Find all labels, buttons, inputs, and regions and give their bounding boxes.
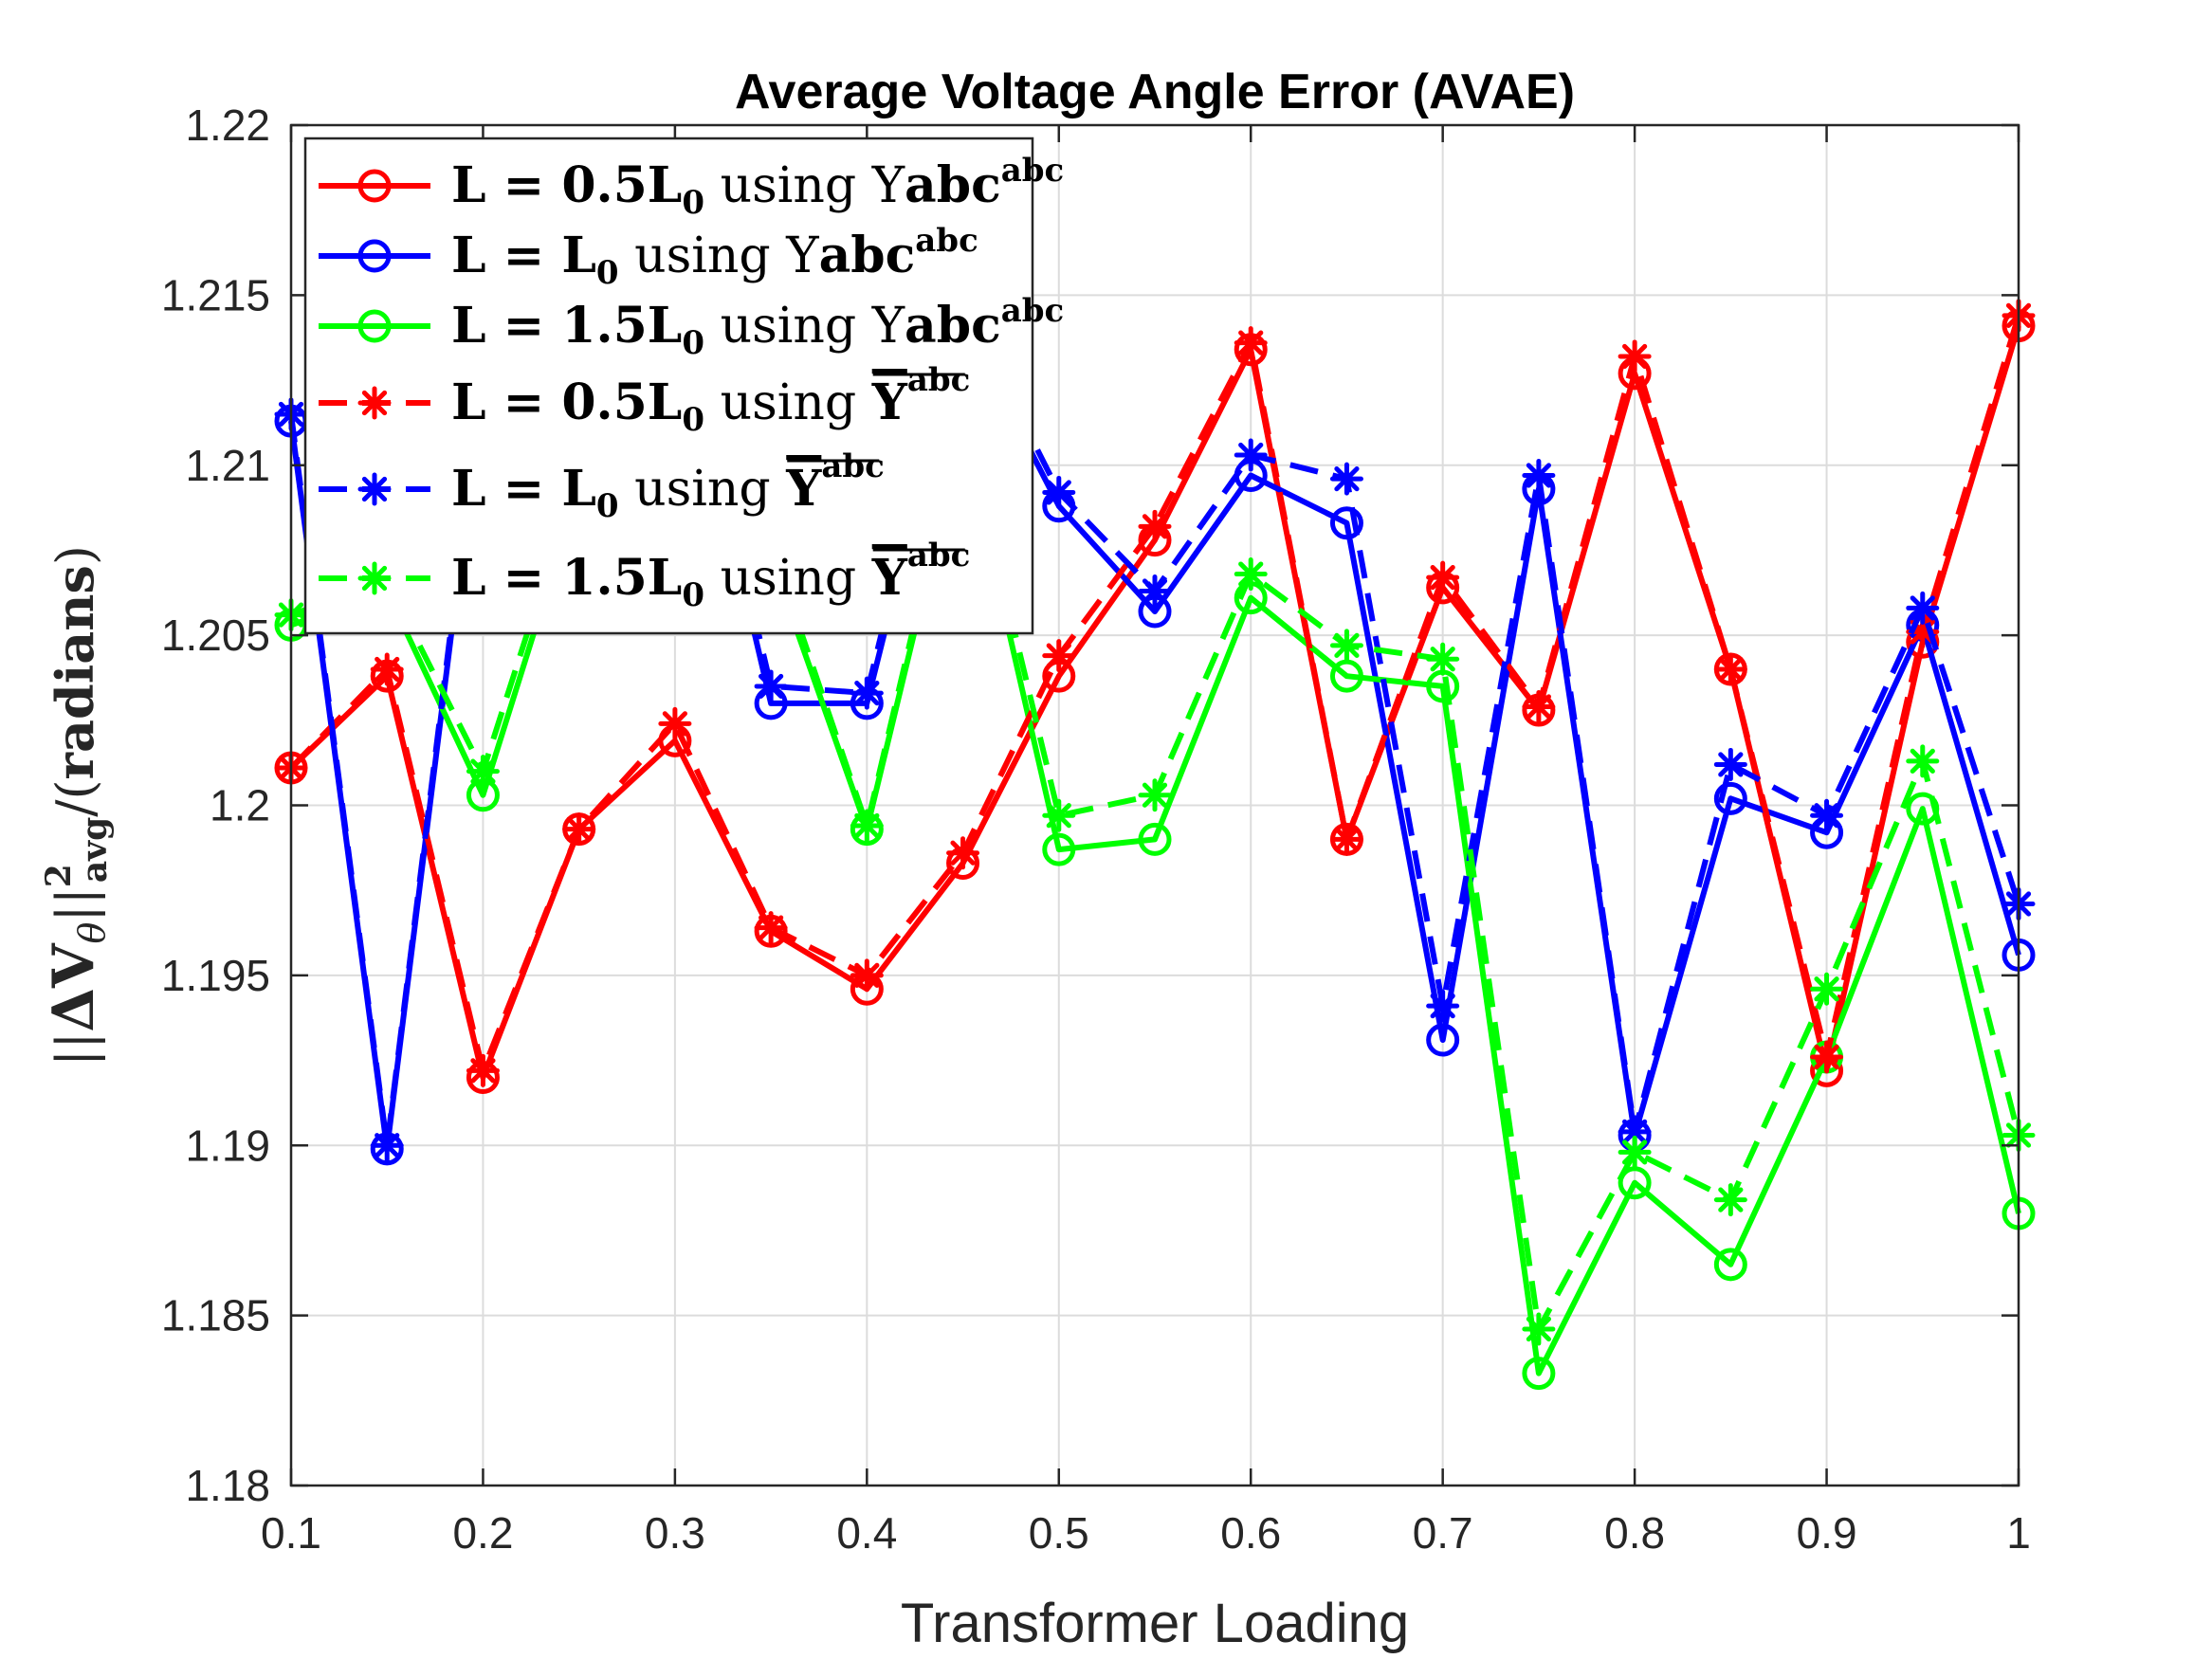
data-point (1522, 459, 1556, 493)
x-tick-label: 0.1 (261, 1508, 321, 1558)
x-tick-label: 1 (2006, 1508, 2031, 1558)
x-tick-label: 0.4 (836, 1508, 897, 1558)
data-point (1713, 747, 1747, 781)
y-tick-label: 1.18 (185, 1461, 270, 1510)
data-point (466, 1053, 500, 1087)
data-point (370, 1128, 404, 1162)
x-tick-label: 0.8 (1604, 1508, 1665, 1558)
data-point (466, 755, 500, 789)
legend-label: L = 0.5L0 using Yabc (451, 361, 970, 439)
legend-label: L = L0 using Yabcabc (451, 222, 978, 292)
legend-marker (357, 561, 392, 595)
y-axis-label: ||ΔVθ||2avg/(radians) (39, 545, 115, 1066)
data-point (1426, 1023, 1460, 1057)
data-point (850, 809, 884, 843)
svg-text:||ΔVθ||2avg/(radians): ||ΔVθ||2avg/(radians) (39, 545, 115, 1066)
data-point (1618, 1135, 1652, 1169)
data-point (1042, 475, 1076, 509)
legend-label: L = 1.5L0 using Yabcabc (451, 292, 1064, 362)
x-tick-label: 0.9 (1797, 1508, 1857, 1558)
legend-entry: L = 1.5L0 using Yabc (319, 537, 970, 614)
data-point (1329, 462, 1363, 496)
legend-marker (357, 386, 392, 420)
y-tick-label: 1.205 (161, 611, 270, 660)
data-point (1234, 557, 1268, 592)
legend-marker (357, 472, 392, 506)
data-point (1810, 798, 1844, 832)
data-point (1329, 506, 1363, 540)
data-point (1042, 639, 1076, 673)
data-point (1618, 339, 1652, 374)
y-tick-label: 1.185 (161, 1291, 270, 1340)
data-point (1713, 781, 1747, 815)
x-tick-label: 0.3 (645, 1508, 705, 1558)
data-point (1329, 822, 1363, 856)
data-point (1906, 591, 1940, 625)
y-tick-label: 1.215 (161, 270, 270, 319)
legend-label: L = 1.5L0 using Yabc (451, 537, 970, 614)
data-point (1522, 1312, 1556, 1346)
data-point (1329, 629, 1363, 663)
legend-marker (357, 309, 392, 343)
tick-labels: 0.1 0.2 0.3 0.4 0.5 0.6 0.7 0.8 0.9 1 1.18 1.185 1.1… (161, 100, 2031, 1558)
legend-entry: L = 1.5L0 using Yabcabc (319, 292, 1064, 362)
x-tick-label: 0.2 (452, 1508, 513, 1558)
legend-label: L = L0 using Yabc (451, 447, 885, 525)
x-axis-label: Transformer Loading (901, 1593, 1409, 1654)
legend-label: L = 0.5L0 using Yabcabc (451, 152, 1064, 222)
y-tick-label: 1.195 (161, 951, 270, 1000)
data-point (1810, 972, 1844, 1006)
series-4 (274, 299, 2036, 1087)
data-point (1042, 798, 1076, 832)
legend-marker (357, 169, 392, 203)
data-point (1522, 689, 1556, 723)
data-point (1713, 1248, 1747, 1282)
y-tick-label: 1.22 (185, 100, 270, 150)
data-point (1713, 1183, 1747, 1217)
data-point (1713, 652, 1747, 686)
legend-marker (357, 239, 392, 273)
y-tick-label: 1.2 (210, 781, 270, 830)
data-point (370, 652, 404, 686)
chart-title: Average Voltage Angle Error (AVAE) (735, 64, 1575, 119)
data-point (1138, 778, 1172, 812)
data-point (1522, 1357, 1556, 1391)
x-tick-label: 0.7 (1413, 1508, 1473, 1558)
axes-box (289, 123, 2020, 1487)
legend-entry: L = 0.5L0 using Yabcabc (319, 152, 1064, 222)
y-tick-label: 1.21 (185, 441, 270, 490)
legend-entry: L = L0 using Yabcabc (319, 222, 978, 292)
data-point (1042, 832, 1076, 866)
data-point (1426, 989, 1460, 1023)
data-point (658, 706, 692, 740)
data-point (1138, 574, 1172, 608)
legend-entry: L = L0 using Yabc (319, 447, 885, 525)
data-point (1234, 326, 1268, 360)
data-point (1138, 822, 1172, 856)
axes (289, 123, 2020, 1487)
data-point (754, 669, 788, 703)
y-tick-label: 1.19 (185, 1121, 270, 1170)
x-tick-label: 0.6 (1220, 1508, 1281, 1558)
data-point (754, 911, 788, 945)
data-point (1426, 642, 1460, 676)
data-point (1234, 438, 1268, 472)
data-point (850, 958, 884, 993)
data-point (850, 676, 884, 710)
data-point (1138, 509, 1172, 543)
legend-entry: L = 0.5L0 using Yabc (319, 361, 970, 439)
data-point (1426, 560, 1460, 594)
data-point (946, 836, 980, 870)
x-tick-label: 0.5 (1029, 1508, 1089, 1558)
data-point (1810, 1040, 1844, 1074)
data-point (1906, 744, 1940, 778)
data-point (562, 812, 596, 847)
